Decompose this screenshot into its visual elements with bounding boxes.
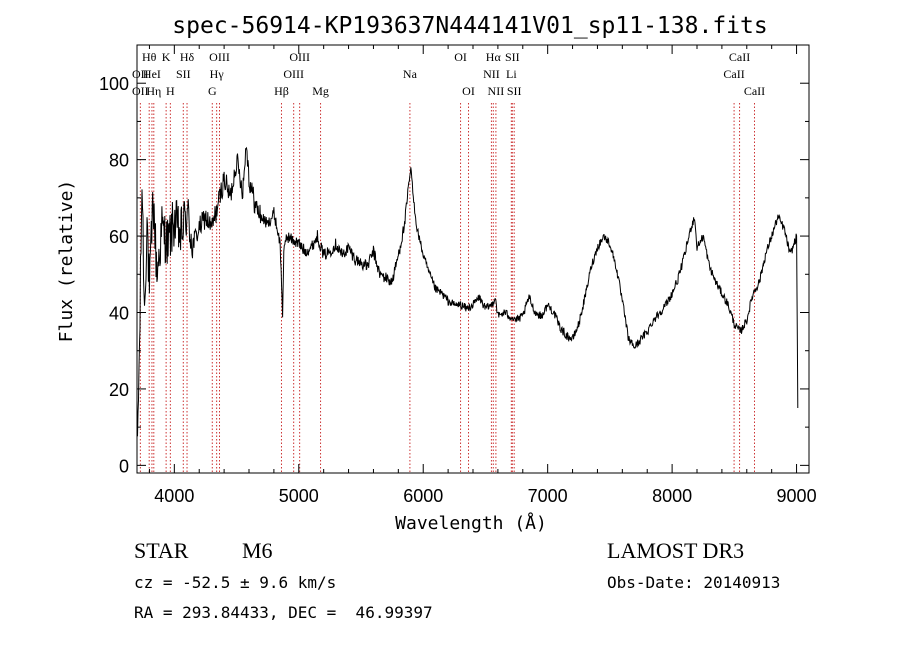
line-marker-label-11: G (208, 84, 217, 98)
line-marker-label-18: OI (462, 84, 475, 98)
survey-label: LAMOST DR3 (607, 538, 745, 563)
line-marker-label-1: OII (132, 84, 149, 98)
class-label: STAR (134, 538, 189, 563)
line-marker-label-12: Hβ (274, 84, 289, 98)
line-marker-label-27: CaII (744, 84, 765, 98)
line-marker-label-13: OIII (289, 50, 310, 64)
x-tick-label-7000: 7000 (528, 486, 568, 506)
line-marker-label-14: OIII (283, 67, 304, 81)
y-axis: 0 20 40 60 80 100 (99, 74, 809, 476)
redshift-readout: cz = -52.5 ± 9.6 km/s (134, 573, 337, 592)
line-marker-label-23: SII (505, 50, 520, 64)
x-tick-label-5000: 5000 (279, 486, 319, 506)
y-tick-label-40: 40 (109, 304, 129, 324)
subclass-label: M6 (242, 538, 273, 563)
line-marker-label-6: SII (176, 67, 191, 81)
y-tick-label-80: 80 (109, 151, 129, 171)
spectrum-line (136, 146, 799, 437)
x-tick-label-8000: 8000 (652, 486, 692, 506)
line-marker-label-19: Hα (486, 50, 502, 64)
line-marker-label-22: Li (506, 67, 517, 81)
line-marker-label-9: OIII (209, 50, 230, 64)
line-marker-label-8: Hδ (180, 50, 195, 64)
x-tick-label-4000: 4000 (154, 486, 194, 506)
line-marker-label-21: NII (488, 84, 505, 98)
line-marker-label-17: OI (454, 50, 467, 64)
observation-date: Obs-Date: 20140913 (607, 573, 781, 592)
line-marker-label-25: CaII (723, 67, 744, 81)
x-axis: 4000 5000 6000 7000 8000 9000 (148, 45, 817, 506)
line-marker-label-20: NII (483, 67, 500, 81)
x-axis-label: Wavelength (Å) (395, 512, 547, 534)
x-tick-label-6000: 6000 (403, 486, 443, 506)
line-marker-label-0: OII (132, 67, 149, 81)
line-marker-label-10: Hγ (210, 67, 225, 81)
line-marker-label-2: Hθ (142, 50, 157, 64)
y-tick-label-0: 0 (119, 456, 129, 476)
line-marker-label-26: CaII (729, 50, 750, 64)
line-marker-label-4: Hη (146, 84, 161, 98)
line-marker-label-3: HeI (143, 67, 161, 81)
line-marker-label-16: Na (403, 67, 418, 81)
y-tick-label-20: 20 (109, 380, 129, 400)
chart-title: spec-56914-KP193637N444141V01_sp11-138.f… (172, 13, 767, 39)
y-axis-label: Flux (relative) (56, 180, 77, 343)
line-marker-label-24: SII (507, 84, 522, 98)
line-marker-label-5: K (162, 50, 171, 64)
y-tick-label-60: 60 (109, 227, 129, 247)
line-marker-label-7: H (166, 84, 175, 98)
y-tick-label-100: 100 (99, 74, 129, 94)
line-marker-label-15: Mg (312, 84, 329, 98)
spectrum-series (136, 146, 799, 437)
x-tick-label-9000: 9000 (777, 486, 817, 506)
coordinates-readout: RA = 293.84433, DEC = 46.99397 (134, 603, 433, 622)
